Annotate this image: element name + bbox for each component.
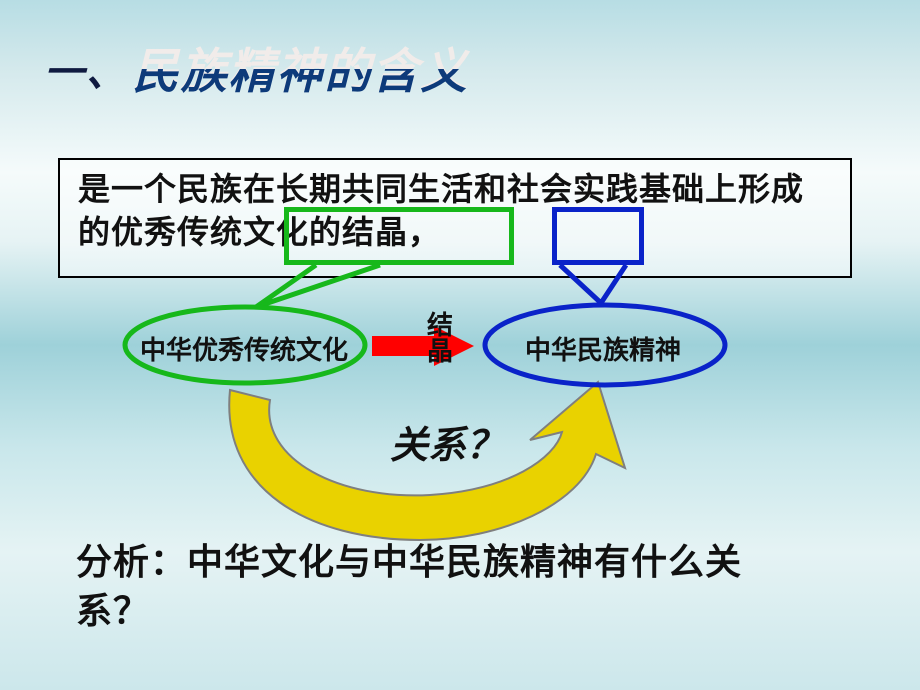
- analysis-question: 分析：中华文化与中华民族精神有什么关系？: [76, 538, 796, 635]
- node-left-label: 中华优秀传统文化: [140, 330, 348, 367]
- node-right-label: 中华民族精神: [525, 330, 681, 367]
- title-numeral: 一、: [44, 51, 128, 95]
- center-arrow-label: 结晶: [425, 312, 455, 364]
- highlight-green-box: [284, 207, 514, 265]
- highlight-blue-box: [552, 207, 644, 265]
- slide-title: 一、 民族精神的含义 民族精神的含义: [44, 36, 468, 102]
- center-red-arrow: [372, 326, 474, 366]
- relation-label: 关系？: [390, 414, 504, 469]
